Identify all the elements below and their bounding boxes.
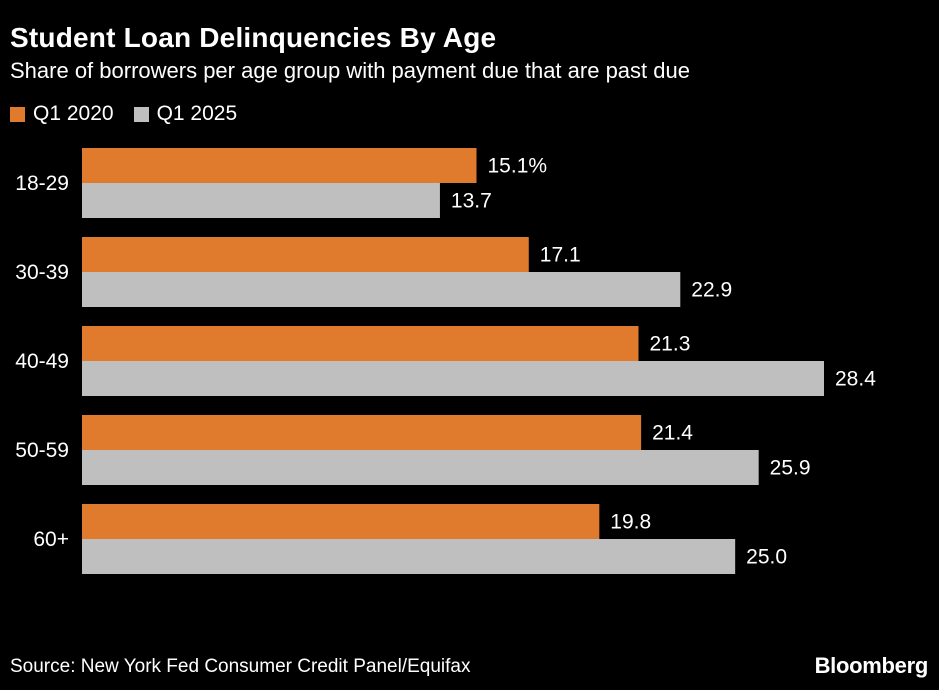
data-label-q1-2025-30-39: 22.9 <box>691 279 732 302</box>
data-label-q1-2025-18-29: 13.7 <box>451 190 492 213</box>
category-label-60: 60+ <box>33 528 69 551</box>
bar-q1-2025-50-59 <box>82 450 759 485</box>
data-label-q1-2020-18-29: 15.1% <box>488 155 548 178</box>
legend-swatch-q1-2020 <box>10 106 25 122</box>
bar-q1-2025-18-29 <box>82 183 440 218</box>
legend-label-q1-2020: Q1 2020 <box>33 102 114 125</box>
data-label-q1-2020-40-49: 21.3 <box>650 333 691 356</box>
data-label-q1-2020-60: 19.8 <box>610 511 651 534</box>
bar-q1-2020-50-59 <box>82 415 642 450</box>
data-label-q1-2025-60: 25.0 <box>746 546 787 569</box>
category-label-18-29: 18-29 <box>15 172 69 195</box>
bar-q1-2025-60 <box>82 539 736 574</box>
chart-title: Student Loan Delinquencies By Age <box>10 22 497 53</box>
bar-q1-2020-40-49 <box>82 326 639 361</box>
category-label-30-39: 30-39 <box>15 261 69 284</box>
data-label-q1-2020-50-59: 21.4 <box>652 422 693 445</box>
bar-q1-2025-40-49 <box>82 361 824 396</box>
data-label-q1-2025-40-49: 28.4 <box>835 368 876 391</box>
chart-subtitle: Share of borrowers per age group with pa… <box>10 58 690 83</box>
legend-item-q1-2025: Q1 2025 <box>133 102 238 126</box>
category-label-50-59: 50-59 <box>15 439 69 462</box>
bar-q1-2020-60 <box>82 504 600 539</box>
category-label-40-49: 40-49 <box>15 350 69 373</box>
legend-swatch-q1-2025 <box>133 106 149 122</box>
legend-item-q1-2020: Q1 2020 <box>10 102 114 126</box>
brand-logo: Bloomberg <box>814 653 929 678</box>
source-note: Source: New York Fed Consumer Credit Pan… <box>10 656 471 677</box>
legend: Q1 2020 Q1 2025 <box>10 102 257 126</box>
data-label-q1-2020-30-39: 17.1 <box>540 244 581 267</box>
bar-q1-2020-18-29 <box>82 148 477 183</box>
bar-q1-2025-30-39 <box>82 272 681 307</box>
legend-label-q1-2025: Q1 2025 <box>156 102 238 125</box>
data-label-q1-2025-50-59: 25.9 <box>770 457 811 480</box>
bar-q1-2020-30-39 <box>82 237 529 272</box>
